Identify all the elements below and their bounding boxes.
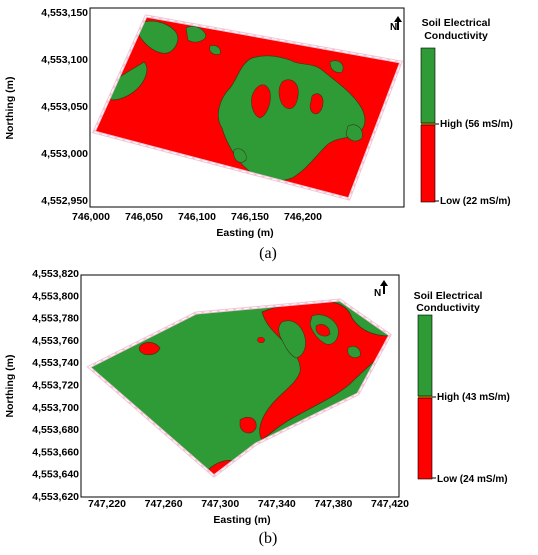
- panel-b-y-axis: 4,553,820 4,553,800 4,553,780 4,553,760 4,55…: [32, 268, 79, 503]
- y-tick-label: 4,553,800: [32, 290, 79, 302]
- y-tick-label: 4,553,780: [32, 313, 79, 325]
- x-tick-label: 746,150: [231, 211, 269, 223]
- panel-a-x-axis: 746,000 746,050 746,100 746,150 746,200: [72, 211, 322, 223]
- y-tick-label: 4,553,100: [41, 54, 88, 66]
- panel-a-x-axis-title: Easting (m): [216, 227, 273, 239]
- panel-b-field-boundary: [86, 298, 392, 478]
- panel-a-legend-title-line1: Soil Electrical: [422, 17, 491, 29]
- panel-b: N Soil Electrical Conductivity High (43 …: [4, 268, 510, 547]
- x-tick-label: 746,050: [125, 211, 163, 223]
- x-tick-label: 747,220: [88, 498, 126, 510]
- panel-b-x-axis: 747,220 747,260 747,300 747,340 747,380 747,4…: [88, 498, 409, 510]
- x-tick-label: 747,260: [145, 498, 183, 510]
- y-tick-label: 4,553,740: [32, 357, 79, 369]
- y-tick-label: 4,553,000: [41, 148, 88, 160]
- y-tick-label: 4,553,680: [32, 424, 79, 436]
- panel-b-legend: Soil Electrical Conductivity High (43 mS…: [414, 290, 510, 485]
- y-tick-label: 4,553,700: [32, 402, 79, 414]
- panel-a-legend-low-swatch: [420, 124, 436, 203]
- y-tick-label: 4,553,660: [32, 446, 79, 458]
- panel-a-north-arrow-icon: N: [390, 16, 402, 33]
- x-tick-label: 747,420: [371, 498, 409, 510]
- panel-a-y-axis: 4,553,150 4,553,100 4,553,050 4,553,000 4,55…: [41, 7, 88, 207]
- x-tick-label: 746,000: [72, 211, 110, 223]
- panel-b-legend-title-line1: Soil Electrical: [414, 290, 483, 302]
- x-tick-label: 747,300: [201, 498, 239, 510]
- panel-a-legend: Soil Electrical Conductivity High (56 mS…: [420, 17, 513, 207]
- y-tick-label: 4,553,760: [32, 335, 79, 347]
- panel-a-legend-low-label: Low (22 mS/m): [440, 196, 511, 207]
- x-tick-label: 747,340: [258, 498, 296, 510]
- panel-b-legend-low-swatch: [417, 397, 433, 480]
- x-tick-label: 747,380: [314, 498, 352, 510]
- panel-a-label: (a): [259, 245, 277, 262]
- x-tick-label: 746,100: [178, 211, 216, 223]
- y-tick-label: 4,553,050: [41, 101, 88, 113]
- panel-b-north-arrow-icon: N: [374, 280, 388, 299]
- panel-b-legend-low-label: Low (24 mS/m): [437, 474, 508, 485]
- panel-b-north-label: N: [374, 288, 381, 299]
- panel-b-legend-high-label: High (43 mS/m): [437, 392, 510, 403]
- panel-b-y-axis-title: Northing (m): [4, 355, 16, 418]
- y-tick-label: 4,553,720: [32, 380, 79, 392]
- x-tick-label: 746,200: [284, 211, 322, 223]
- panel-a: N Soil Electrical Conductivity High (56 …: [4, 7, 513, 262]
- y-tick-label: 4,553,150: [41, 7, 88, 19]
- y-tick-label: 4,553,640: [32, 469, 79, 481]
- panel-b-x-axis-title: Easting (m): [213, 514, 270, 526]
- panel-b-label: (b): [259, 530, 278, 547]
- panel-a-legend-title-line2: Conductivity: [424, 30, 488, 42]
- panel-a-legend-high-label: High (56 mS/m): [440, 119, 513, 130]
- panel-a-y-axis-title: Northing (m): [4, 77, 16, 140]
- y-tick-label: 4,553,820: [32, 268, 79, 280]
- y-tick-label: 4,552,950: [41, 195, 88, 207]
- panel-a-legend-high-swatch: [420, 47, 436, 124]
- panel-b-legend-high-swatch: [417, 314, 433, 397]
- y-tick-label: 4,553,620: [32, 491, 79, 503]
- panel-b-legend-title-line2: Conductivity: [416, 302, 480, 314]
- panel-a-north-label: N: [390, 22, 397, 33]
